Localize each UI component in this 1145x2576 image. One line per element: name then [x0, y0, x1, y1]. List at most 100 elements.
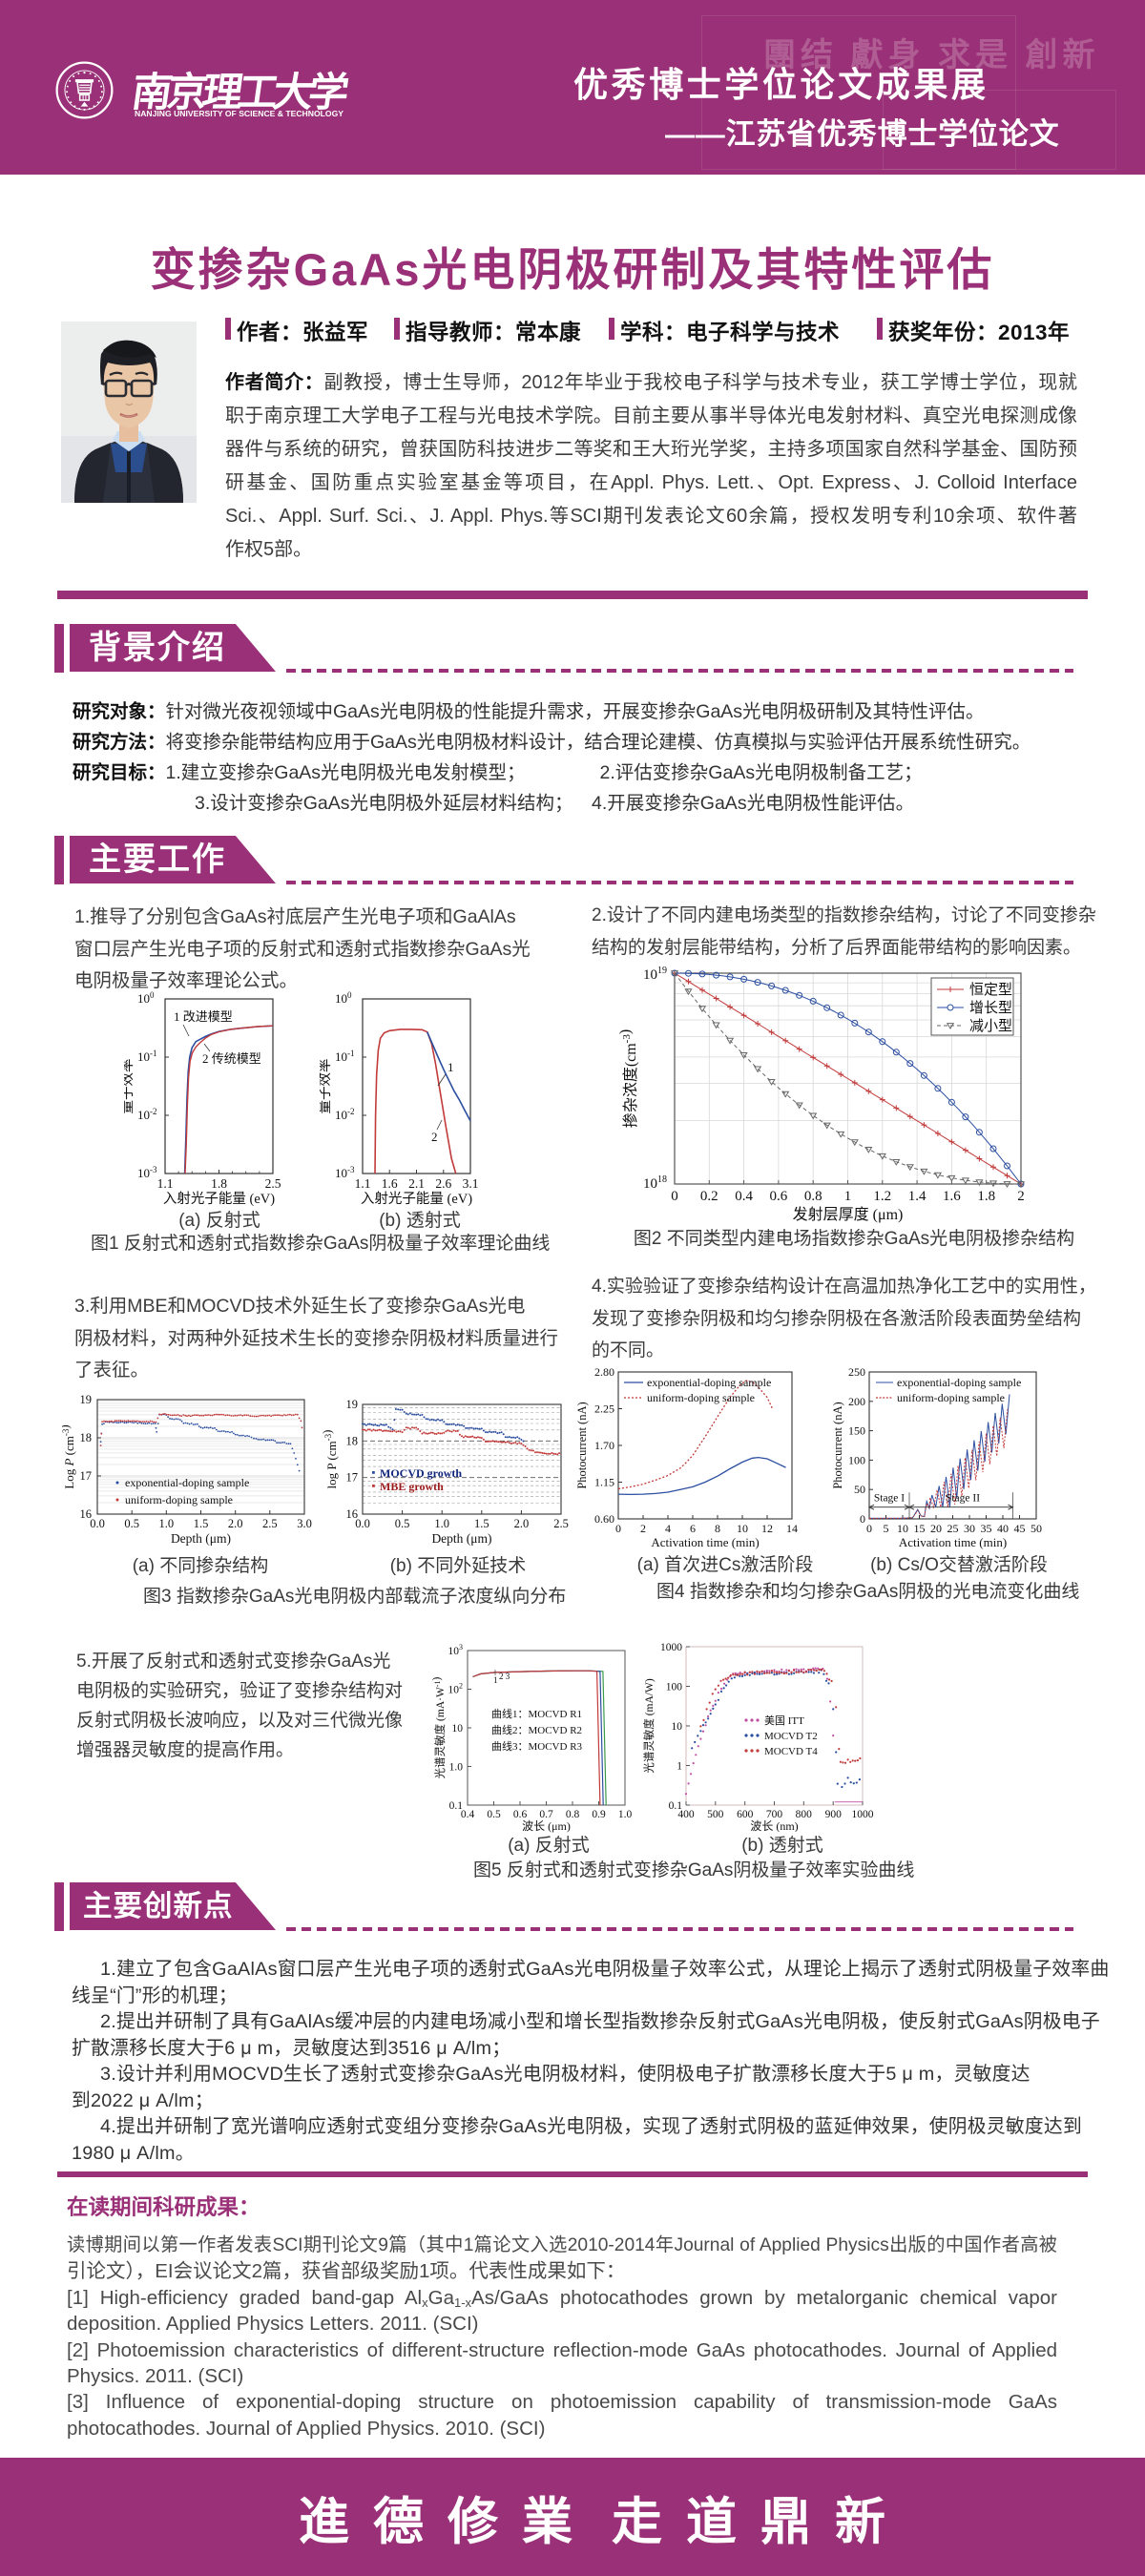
svg-text:量子效率: 量子效率 — [124, 1059, 135, 1114]
svg-text:MOCVD growth: MOCVD growth — [380, 1466, 462, 1480]
svg-text:35: 35 — [981, 1522, 992, 1535]
svg-text:Depth (μm): Depth (μm) — [171, 1531, 231, 1546]
svg-text:0.4: 0.4 — [735, 1189, 753, 1204]
svg-text:400: 400 — [677, 1809, 695, 1820]
svg-text:2.0: 2.0 — [228, 1517, 243, 1530]
svg-text:102: 102 — [448, 1682, 464, 1696]
svg-text:2.80: 2.80 — [594, 1365, 614, 1379]
svg-text:0.6: 0.6 — [513, 1809, 528, 1820]
svg-text:800: 800 — [796, 1809, 813, 1820]
svg-text:光谱灵敏度 (mA·W-1): 光谱灵敏度 (mA·W-1) — [432, 1677, 447, 1779]
svg-text:exponential-doping sample: exponential-doping sample — [897, 1376, 1021, 1389]
svg-text:uniform-doping sample: uniform-doping sample — [125, 1493, 233, 1506]
svg-text:150: 150 — [848, 1424, 865, 1438]
svg-text:波长 (μm): 波长 (μm) — [522, 1819, 571, 1833]
svg-text:17: 17 — [346, 1471, 359, 1485]
svg-text:入射光子能量 (eV): 入射光子能量 (eV) — [163, 1191, 275, 1207]
svg-text:19: 19 — [346, 1398, 359, 1411]
svg-text:2.5: 2.5 — [265, 1176, 281, 1191]
svg-text:2.1: 2.1 — [408, 1176, 425, 1191]
svg-text:Activation time (min): Activation time (min) — [899, 1535, 1007, 1549]
svg-text:0: 0 — [615, 1522, 621, 1535]
svg-text:0.60: 0.60 — [594, 1512, 614, 1526]
svg-text:50: 50 — [854, 1483, 865, 1496]
svg-text:1.4: 1.4 — [908, 1189, 926, 1204]
svg-text:log P (cm-3): log P (cm-3) — [323, 1430, 339, 1489]
svg-text:掺杂浓度(cm-3): 掺杂浓度(cm-3) — [617, 1029, 639, 1128]
svg-text:1: 1 — [844, 1189, 852, 1204]
svg-text:200: 200 — [848, 1395, 865, 1408]
svg-text:2.5: 2.5 — [262, 1517, 278, 1530]
svg-text:曲线2：MOCVD R2: 曲线2：MOCVD R2 — [491, 1723, 582, 1736]
svg-text:0.5: 0.5 — [487, 1809, 501, 1820]
svg-text:14: 14 — [786, 1522, 798, 1535]
svg-text:10-1: 10-1 — [335, 1049, 355, 1064]
svg-text:3.0: 3.0 — [297, 1517, 312, 1530]
svg-text:uniform-doping sample: uniform-doping sample — [897, 1391, 1005, 1404]
svg-text:exponential-doping sample: exponential-doping sample — [125, 1476, 249, 1489]
svg-text:0.6: 0.6 — [770, 1189, 788, 1204]
svg-text:0.0: 0.0 — [90, 1517, 105, 1530]
svg-text:1.8: 1.8 — [211, 1176, 227, 1191]
svg-text:10-3: 10-3 — [137, 1165, 157, 1180]
svg-text:1: 1 — [493, 1675, 498, 1685]
svg-text:0.5: 0.5 — [124, 1517, 139, 1530]
svg-text:2: 2 — [640, 1522, 646, 1535]
svg-text:Photocurrent (nA): Photocurrent (nA) — [832, 1402, 844, 1488]
svg-text:减小型: 减小型 — [969, 1018, 1012, 1034]
svg-text:曲线3：MOCVD R3: 曲线3：MOCVD R3 — [491, 1739, 583, 1753]
svg-text:40: 40 — [997, 1522, 1009, 1535]
svg-text:0.5: 0.5 — [395, 1517, 410, 1530]
svg-text:0.1: 0.1 — [669, 1800, 683, 1812]
svg-text:0.1: 0.1 — [449, 1800, 464, 1812]
svg-text:4: 4 — [665, 1522, 671, 1535]
svg-text:MOCVD T4: MOCVD T4 — [764, 1746, 818, 1757]
svg-text:Log P (cm-3): Log P (cm-3) — [62, 1424, 76, 1488]
svg-text:波长 (nm): 波长 (nm) — [750, 1819, 798, 1832]
svg-text:1019: 1019 — [643, 966, 667, 983]
svg-text:10: 10 — [897, 1522, 908, 1535]
svg-text:Activation time (min): Activation time (min) — [651, 1535, 759, 1549]
svg-text:45: 45 — [1014, 1522, 1026, 1535]
svg-text:250: 250 — [848, 1365, 865, 1379]
svg-text:1018: 1018 — [643, 1174, 667, 1192]
svg-text:50: 50 — [1030, 1522, 1042, 1535]
svg-text:0: 0 — [860, 1512, 865, 1526]
svg-text:3.1: 3.1 — [463, 1176, 479, 1191]
svg-text:10: 10 — [737, 1522, 748, 1535]
svg-text:exponential-doping sample: exponential-doping sample — [647, 1376, 771, 1389]
svg-text:19: 19 — [80, 1393, 93, 1406]
svg-text:2.0: 2.0 — [514, 1517, 530, 1530]
svg-text:2: 2 — [1017, 1189, 1025, 1204]
svg-text:1.5: 1.5 — [194, 1517, 209, 1530]
svg-text:0.9: 0.9 — [592, 1809, 606, 1820]
svg-text:10-1: 10-1 — [137, 1049, 157, 1064]
svg-text:1.2: 1.2 — [873, 1189, 891, 1204]
svg-text:0.0: 0.0 — [355, 1517, 370, 1530]
svg-text:6: 6 — [690, 1522, 696, 1535]
svg-text:0.7: 0.7 — [539, 1809, 553, 1820]
svg-text:0.4: 0.4 — [461, 1809, 475, 1820]
svg-text:2.25: 2.25 — [594, 1402, 614, 1416]
svg-text:0: 0 — [866, 1522, 872, 1535]
svg-text:10-2: 10-2 — [335, 1107, 355, 1122]
svg-text:增长型: 增长型 — [969, 1000, 1012, 1016]
svg-text:1.6: 1.6 — [382, 1176, 398, 1191]
svg-text:量子效率: 量子效率 — [320, 1059, 333, 1114]
svg-text:1000: 1000 — [660, 1642, 682, 1653]
svg-text:16: 16 — [346, 1507, 359, 1521]
svg-text:Stage II: Stage II — [946, 1493, 980, 1505]
svg-text:2 3: 2 3 — [499, 1672, 510, 1681]
svg-text:Depth (μm): Depth (μm) — [431, 1531, 491, 1546]
svg-text:1: 1 — [677, 1761, 682, 1773]
svg-text:0.8: 0.8 — [566, 1809, 580, 1820]
svg-text:18: 18 — [346, 1434, 359, 1447]
svg-text:10: 10 — [672, 1721, 683, 1733]
svg-text:0.2: 0.2 — [700, 1189, 718, 1204]
svg-text:MBE growth: MBE growth — [380, 1480, 444, 1493]
svg-text:2 传统模型: 2 传统模型 — [202, 1051, 261, 1066]
svg-text:1.6: 1.6 — [943, 1189, 961, 1204]
svg-text:美国 ITT: 美国 ITT — [764, 1714, 804, 1727]
svg-text:1.15: 1.15 — [594, 1476, 614, 1489]
svg-text:2.6: 2.6 — [435, 1176, 451, 1191]
